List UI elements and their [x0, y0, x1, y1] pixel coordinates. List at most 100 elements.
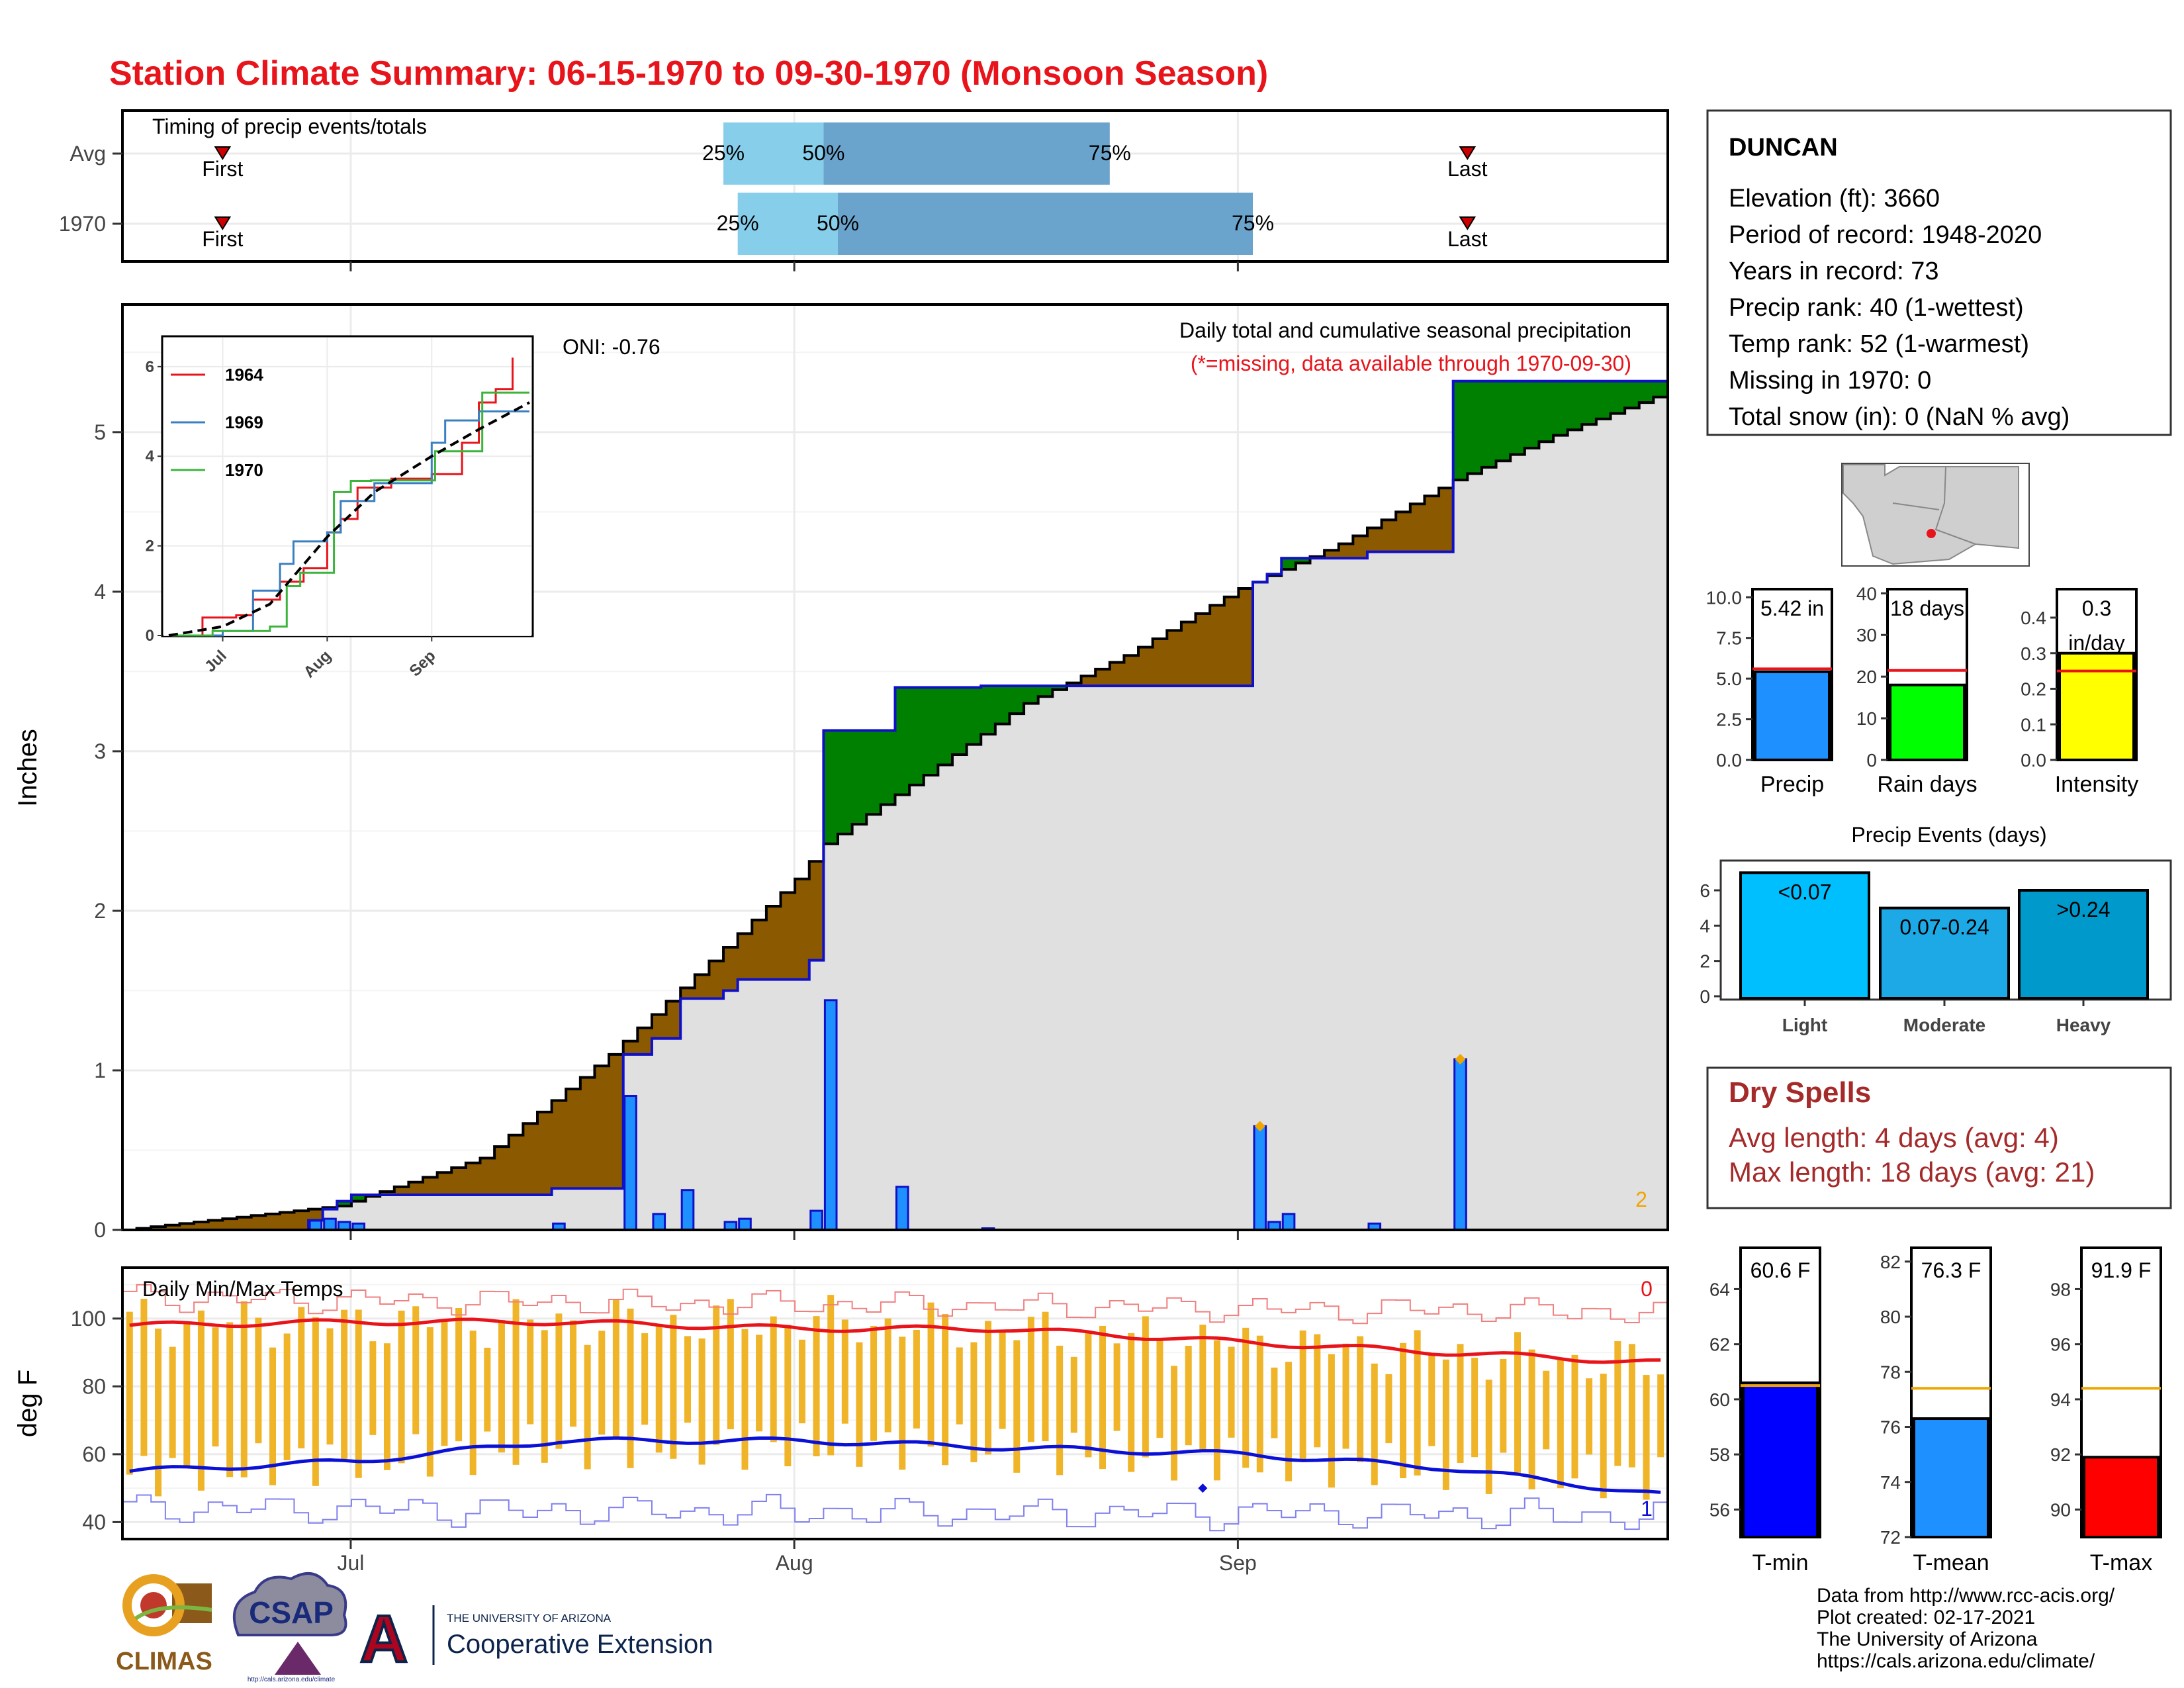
- daily-temp-range-bar: [1342, 1343, 1349, 1449]
- daily-temp-range-bar: [355, 1309, 362, 1478]
- summary-bar-tick-label: 7.5: [1716, 628, 1742, 649]
- temp-panel-label: Daily Min/Max Temps: [142, 1277, 343, 1301]
- daily-temp-range-bar: [469, 1331, 477, 1476]
- summary-bar-tick-label: 0.4: [2021, 608, 2046, 628]
- precip-panel-subtitle: (*=missing, data available through 1970-…: [1191, 352, 1631, 375]
- footer-credits: Data from http://www.rcc-acis.org/ Plot …: [1817, 1585, 2115, 1672]
- daily-temp-range-bar: [197, 1310, 205, 1491]
- daily-temp-range-bar: [1085, 1331, 1092, 1458]
- daily-temp-range-bar: [1400, 1342, 1407, 1479]
- summary-bar-tick-label: 40: [1856, 583, 1877, 604]
- daily-temp-range-bar: [412, 1306, 420, 1434]
- daily-precip-bar: [738, 1217, 752, 1231]
- event-category-label: Moderate: [1903, 1015, 1985, 1035]
- daily-temp-range-bar: [541, 1330, 548, 1463]
- daily-temp-range-bar: [398, 1310, 405, 1464]
- summary-bar-name: T-mean: [1913, 1550, 1989, 1575]
- daily-precip-bar: [1281, 1213, 1296, 1231]
- daily-temp-range-bar: [970, 1342, 978, 1462]
- summary-bar-value-label: 5.42 in: [1760, 596, 1824, 620]
- daily-temp-range-bar: [1586, 1378, 1593, 1455]
- daily-temp-range-bar: [1013, 1340, 1021, 1473]
- footer-line: The University of Arizona: [1817, 1628, 2038, 1650]
- dry-spells-max: Max length: 18 days (avg: 21): [1729, 1156, 2095, 1188]
- temp-x-tick-label: Aug: [776, 1551, 813, 1575]
- daily-temp-range-bar: [1185, 1346, 1192, 1446]
- inset-y-tick-label: 2: [146, 538, 154, 555]
- event-category-label: Light: [1782, 1015, 1827, 1035]
- daily-temp-range-bar: [1042, 1311, 1049, 1442]
- inset-y-tick-label: 6: [146, 358, 154, 376]
- quartile-50-label: 50%: [802, 141, 844, 165]
- daily-temp-range-bar: [1070, 1356, 1077, 1433]
- summary-bar-tick-label: 90: [2050, 1499, 2071, 1520]
- avg-quartile-25-50-bar: [723, 122, 824, 185]
- summary-bar-tick-label: 76: [1880, 1417, 1901, 1438]
- daily-temp-range-bar: [1371, 1363, 1378, 1485]
- daily-temp-range-bar: [598, 1331, 606, 1435]
- climas-logo: CLIMAS: [116, 1574, 212, 1675]
- first-label: First: [202, 227, 243, 251]
- daily-temp-range-bar: [1128, 1333, 1135, 1472]
- daily-temp-range-bar: [1500, 1358, 1507, 1453]
- inset-series-line: [169, 391, 529, 637]
- daily-temp-range-bar: [1271, 1367, 1278, 1438]
- daily-temp-range-bar: [1228, 1346, 1235, 1438]
- daily-temp-range-bar: [512, 1299, 520, 1465]
- daily-precip-bar: [652, 1213, 666, 1231]
- daily-temp-range-bar: [140, 1299, 148, 1456]
- record-low-diamond: [1198, 1483, 1208, 1493]
- ua-logo-big-text: Cooperative Extension: [447, 1630, 713, 1659]
- daily-temp-range-bar: [1442, 1359, 1449, 1490]
- summary-bar-tick-label: 2.5: [1716, 710, 1742, 730]
- csap-logo-text: CSAP: [249, 1595, 334, 1630]
- daily-temp-range-bar: [1385, 1374, 1392, 1444]
- last-event-marker: [1459, 216, 1477, 230]
- daily-temp-range-bar: [1528, 1349, 1535, 1489]
- daily-temp-range-bar: [584, 1344, 591, 1470]
- summary-bar-name: T-min: [1752, 1550, 1809, 1575]
- daily-temp-range-bar: [226, 1322, 234, 1477]
- timing-row-label-year: 1970: [59, 212, 106, 236]
- daily-temp-range-bar: [913, 1329, 920, 1429]
- daily-temp-range-bar: [956, 1347, 963, 1425]
- year-cumulative-line: [122, 379, 1668, 1231]
- summary-bar-value-label: 60.6 F: [1751, 1258, 1811, 1282]
- summary-bar-tick-label: 78: [1880, 1362, 1901, 1382]
- daily-temp-range-bar: [999, 1331, 1006, 1429]
- first-event-marker: [214, 146, 232, 160]
- daily-temp-range-bar: [641, 1333, 649, 1425]
- inset-legend-label: 1964: [225, 365, 263, 385]
- daily-precip-bar: [1253, 1125, 1267, 1231]
- station-line: Temp rank: 52 (1-warmest): [1729, 330, 2029, 358]
- summary-bar-value-label: 0.3: [2082, 596, 2111, 620]
- summary-bar-value-label: 76.3 F: [1921, 1258, 1981, 1282]
- daily-temp-range-bar: [298, 1307, 305, 1449]
- daily-temp-range-bar: [126, 1311, 133, 1475]
- daily-temp-range-bar: [240, 1301, 248, 1477]
- daily-temp-range-bar: [612, 1299, 619, 1438]
- daily-precip-bar: [1453, 1058, 1467, 1231]
- footer-line: Plot created: 02-17-2021: [1817, 1607, 2035, 1628]
- footer-line: Data from http://www.rcc-acis.org/: [1817, 1585, 2115, 1607]
- daily-temp-range-bar: [1657, 1374, 1664, 1458]
- last-label: Last: [1447, 157, 1488, 181]
- climas-logo-text: CLIMAS: [116, 1648, 212, 1675]
- event-category-label: Heavy: [2056, 1015, 2111, 1035]
- daily-temp-range-bar: [255, 1317, 262, 1444]
- daily-temp-range-bar: [1142, 1316, 1149, 1458]
- precip-y-axis-label: Inches: [13, 729, 42, 807]
- daily-temp-range-bar: [1242, 1327, 1250, 1468]
- daily-temp-range-bar: [1314, 1334, 1321, 1448]
- daily-temp-range-bar: [1328, 1354, 1335, 1488]
- quartile-25-label: 25%: [717, 211, 759, 235]
- daily-temp-range-bar: [570, 1320, 577, 1427]
- daily-temp-range-bar: [627, 1308, 634, 1468]
- summary-bar-tick-label: 92: [2050, 1444, 2071, 1465]
- university-of-arizona-logo: A THE UNIVERSITY OF ARIZONA Cooperative …: [359, 1601, 713, 1677]
- precip-y-tick-label: 4: [94, 580, 106, 604]
- temp-y-tick-label: 60: [82, 1442, 106, 1466]
- page-title: Station Climate Summary: 06-15-1970 to 0…: [109, 54, 1268, 93]
- station-line: Years in record: 73: [1729, 258, 1939, 285]
